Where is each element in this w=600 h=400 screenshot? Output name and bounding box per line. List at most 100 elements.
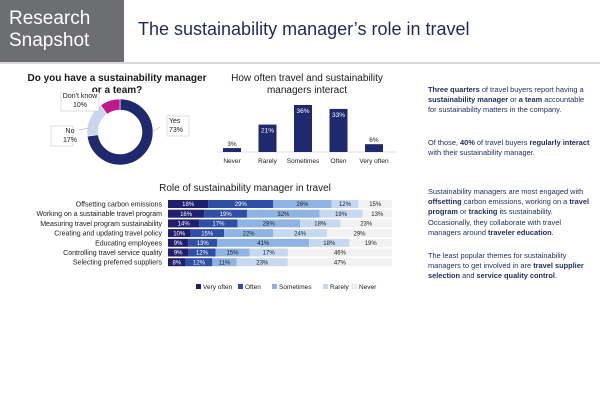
column-value-label: 3% (227, 141, 237, 148)
badge-line-2: Snapshot (9, 30, 90, 51)
stacked-segment (362, 209, 392, 218)
stacked-value-label: 12% (339, 202, 352, 208)
donut-label-group: Don't know 10% (60, 92, 100, 112)
donut-label-name: No (66, 128, 75, 135)
stacked-segment (215, 248, 250, 257)
legend-swatch (323, 284, 328, 289)
summary-text-segment: . (551, 227, 554, 237)
stacked-value-label: 28% (263, 222, 276, 228)
stacked-segment (287, 248, 392, 257)
stacked-value-label: 9% (174, 241, 183, 247)
stacked-value-label: 29% (354, 231, 367, 237)
stacked-value-label: 11% (219, 260, 231, 266)
stacked-segment (300, 219, 341, 228)
stacked-value-label: 17% (263, 251, 276, 257)
legend-label: Rarely (330, 284, 350, 291)
summary-text-segment: or (508, 95, 519, 105)
stacked-value-label: 15% (201, 231, 214, 237)
summary-text-segment: of travel buyers report having a (479, 85, 584, 94)
summary-text-segment: tracking (468, 207, 498, 217)
column-bar (223, 148, 241, 152)
stacked-category-label: Measuring travel program sustainability (40, 221, 162, 228)
badge-line-1: Research (9, 8, 91, 29)
stacked-segment (237, 219, 301, 228)
stacked-segment (168, 258, 186, 267)
donut-label-name: Yes (169, 118, 181, 125)
research-snapshot-badge: Research Snapshot (0, 0, 124, 62)
stacked-value-label: 12% (193, 260, 206, 266)
donut-label-name: Don't know (63, 93, 98, 100)
stacked-value-label: 22% (243, 231, 256, 237)
stacked-segment (273, 200, 332, 208)
stacked-segment (327, 229, 392, 238)
stacked-segment (208, 200, 274, 208)
stacked-value-label: 18% (323, 241, 336, 247)
donut-chart: Yes 73% No 17% Don't know 10% (50, 92, 190, 166)
stacked-value-label: 23% (256, 260, 269, 266)
stacked-value-label: 16% (180, 212, 193, 218)
donut-label-value: 17% (63, 137, 77, 144)
stacked-segment (249, 248, 288, 257)
legend-label: Very often (203, 284, 233, 291)
stacked-value-label: 46% (334, 251, 347, 257)
stacked-value-label: 26% (296, 202, 309, 208)
summary-text-segment: carbon emissions, working on a (461, 197, 570, 207)
summary-text-segment: service quality control (476, 271, 555, 281)
stacked-value-label: 32% (277, 212, 290, 218)
stacked-category-label: Controlling travel service quality (63, 250, 162, 257)
donut-leader-line (78, 127, 90, 131)
donut-label-box (60, 92, 100, 112)
legend-swatch (238, 284, 243, 289)
column-category-label: Sometimes (287, 158, 320, 165)
summary-text-segment: Three quarters (428, 85, 480, 94)
column-bar (365, 144, 383, 152)
stacked-segment (287, 258, 392, 267)
legend-label: Never (359, 284, 377, 291)
stacked-segment (168, 229, 191, 238)
stacked-value-label: 18% (314, 222, 327, 228)
summary-paragraph-1: Three quarters of travel buyers report h… (428, 85, 590, 116)
stacked-value-label: 18% (182, 202, 195, 208)
stacked-value-label: 17% (212, 222, 225, 228)
summary-text-segment: Sustainability managers are most engaged… (428, 187, 584, 196)
column-bar (329, 108, 348, 152)
donut-label-value: 73% (169, 127, 183, 134)
column-chart: 3% Never 21% Rarely 36% Sometimes 33% Often 6% Ve… (218, 105, 396, 165)
stacked-segment (319, 209, 363, 218)
stacked-segment (212, 258, 237, 267)
stacked-value-label: 47% (334, 260, 347, 266)
stacked-value-label: 23% (360, 222, 373, 228)
legend-label: Often (245, 284, 261, 291)
summary-text-segment: The least popular themes for sustainabil… (428, 251, 567, 271)
stacked-segment (188, 248, 216, 257)
donut-slice-yes (86, 98, 154, 166)
stacked-segment (217, 238, 310, 247)
stacked-segment (204, 209, 248, 218)
donut-label-group: No 17% (50, 125, 77, 147)
stacked-segment (340, 219, 392, 228)
stacked-segment (168, 238, 189, 247)
column-value-label: 33% (332, 112, 345, 119)
donut-label-box (166, 115, 190, 137)
stacked-segment (168, 209, 205, 218)
summary-text-segment: 40% (460, 138, 475, 147)
stacked-segment (185, 258, 213, 267)
stacked-value-label: 14% (178, 222, 191, 228)
summary-text-segment: its sustainability. Occasionally, they c… (428, 207, 561, 237)
column-bar (258, 124, 277, 152)
donut-chart-title: Do you have a sustainability manager or … (27, 73, 207, 96)
stacked-category-label: Selecting preferred suppliers (73, 260, 163, 267)
legend-swatch (351, 283, 358, 290)
stacked-value-label: 24% (294, 231, 307, 237)
stacked-value-label: 19% (220, 212, 233, 218)
summary-text-segment: . (554, 271, 558, 281)
summary-text-segment: offsetting (428, 197, 462, 207)
column-bar (294, 105, 312, 152)
summary-text-segment: sustainability manager (428, 95, 509, 105)
stacked-value-label: 13% (371, 212, 384, 218)
column-category-label: Often (331, 158, 347, 165)
header-bar: Research Snapshot The sustainability man… (0, 0, 600, 64)
stacked-value-label: 41% (257, 241, 270, 247)
donut-label-value: 10% (73, 102, 87, 109)
stacked-segment (168, 248, 189, 257)
